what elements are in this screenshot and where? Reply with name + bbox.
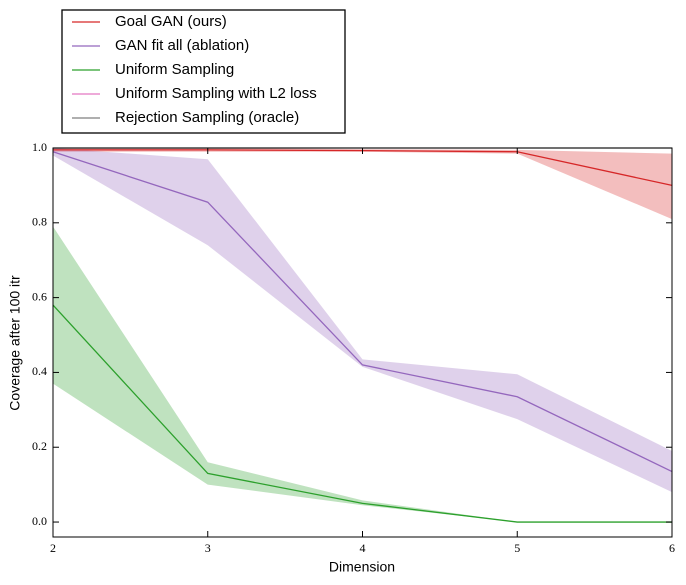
- y-tick-label: 1.0: [32, 140, 47, 154]
- y-tick-label: 0.2: [32, 439, 47, 453]
- x-tick-label: 2: [50, 541, 56, 555]
- band: [53, 226, 672, 523]
- line: [52, 151, 673, 473]
- x-axis-label: Dimension: [329, 559, 395, 575]
- legend-label: Uniform Sampling with L2 loss: [115, 85, 317, 102]
- x-tick-label: 5: [514, 541, 520, 555]
- band: [53, 148, 672, 220]
- legend-box: [61, 9, 346, 134]
- x-tick-label: 3: [205, 541, 211, 555]
- x-tick-label: 6: [669, 541, 675, 555]
- legend-label: Rejection Sampling (oracle): [115, 109, 299, 126]
- legend: Goal GAN (ours) GAN fit all (ablation) Uni…: [61, 9, 346, 134]
- legend-label: GAN fit all (ablation): [115, 37, 249, 54]
- line: [52, 304, 672, 523]
- y-tick-label: 0.4: [32, 364, 47, 378]
- x-tick-label: 4: [360, 541, 366, 555]
- legend-label: Uniform Sampling: [115, 61, 234, 78]
- band: [53, 148, 672, 493]
- legend-label: Goal GAN (ours): [115, 13, 227, 30]
- y-axis-label: Coverage after 100 itr: [7, 275, 23, 411]
- y-tick-label: 0.8: [32, 215, 47, 229]
- y-tick-label: 0.6: [32, 289, 47, 303]
- y-tick-label: 0.0: [32, 514, 47, 528]
